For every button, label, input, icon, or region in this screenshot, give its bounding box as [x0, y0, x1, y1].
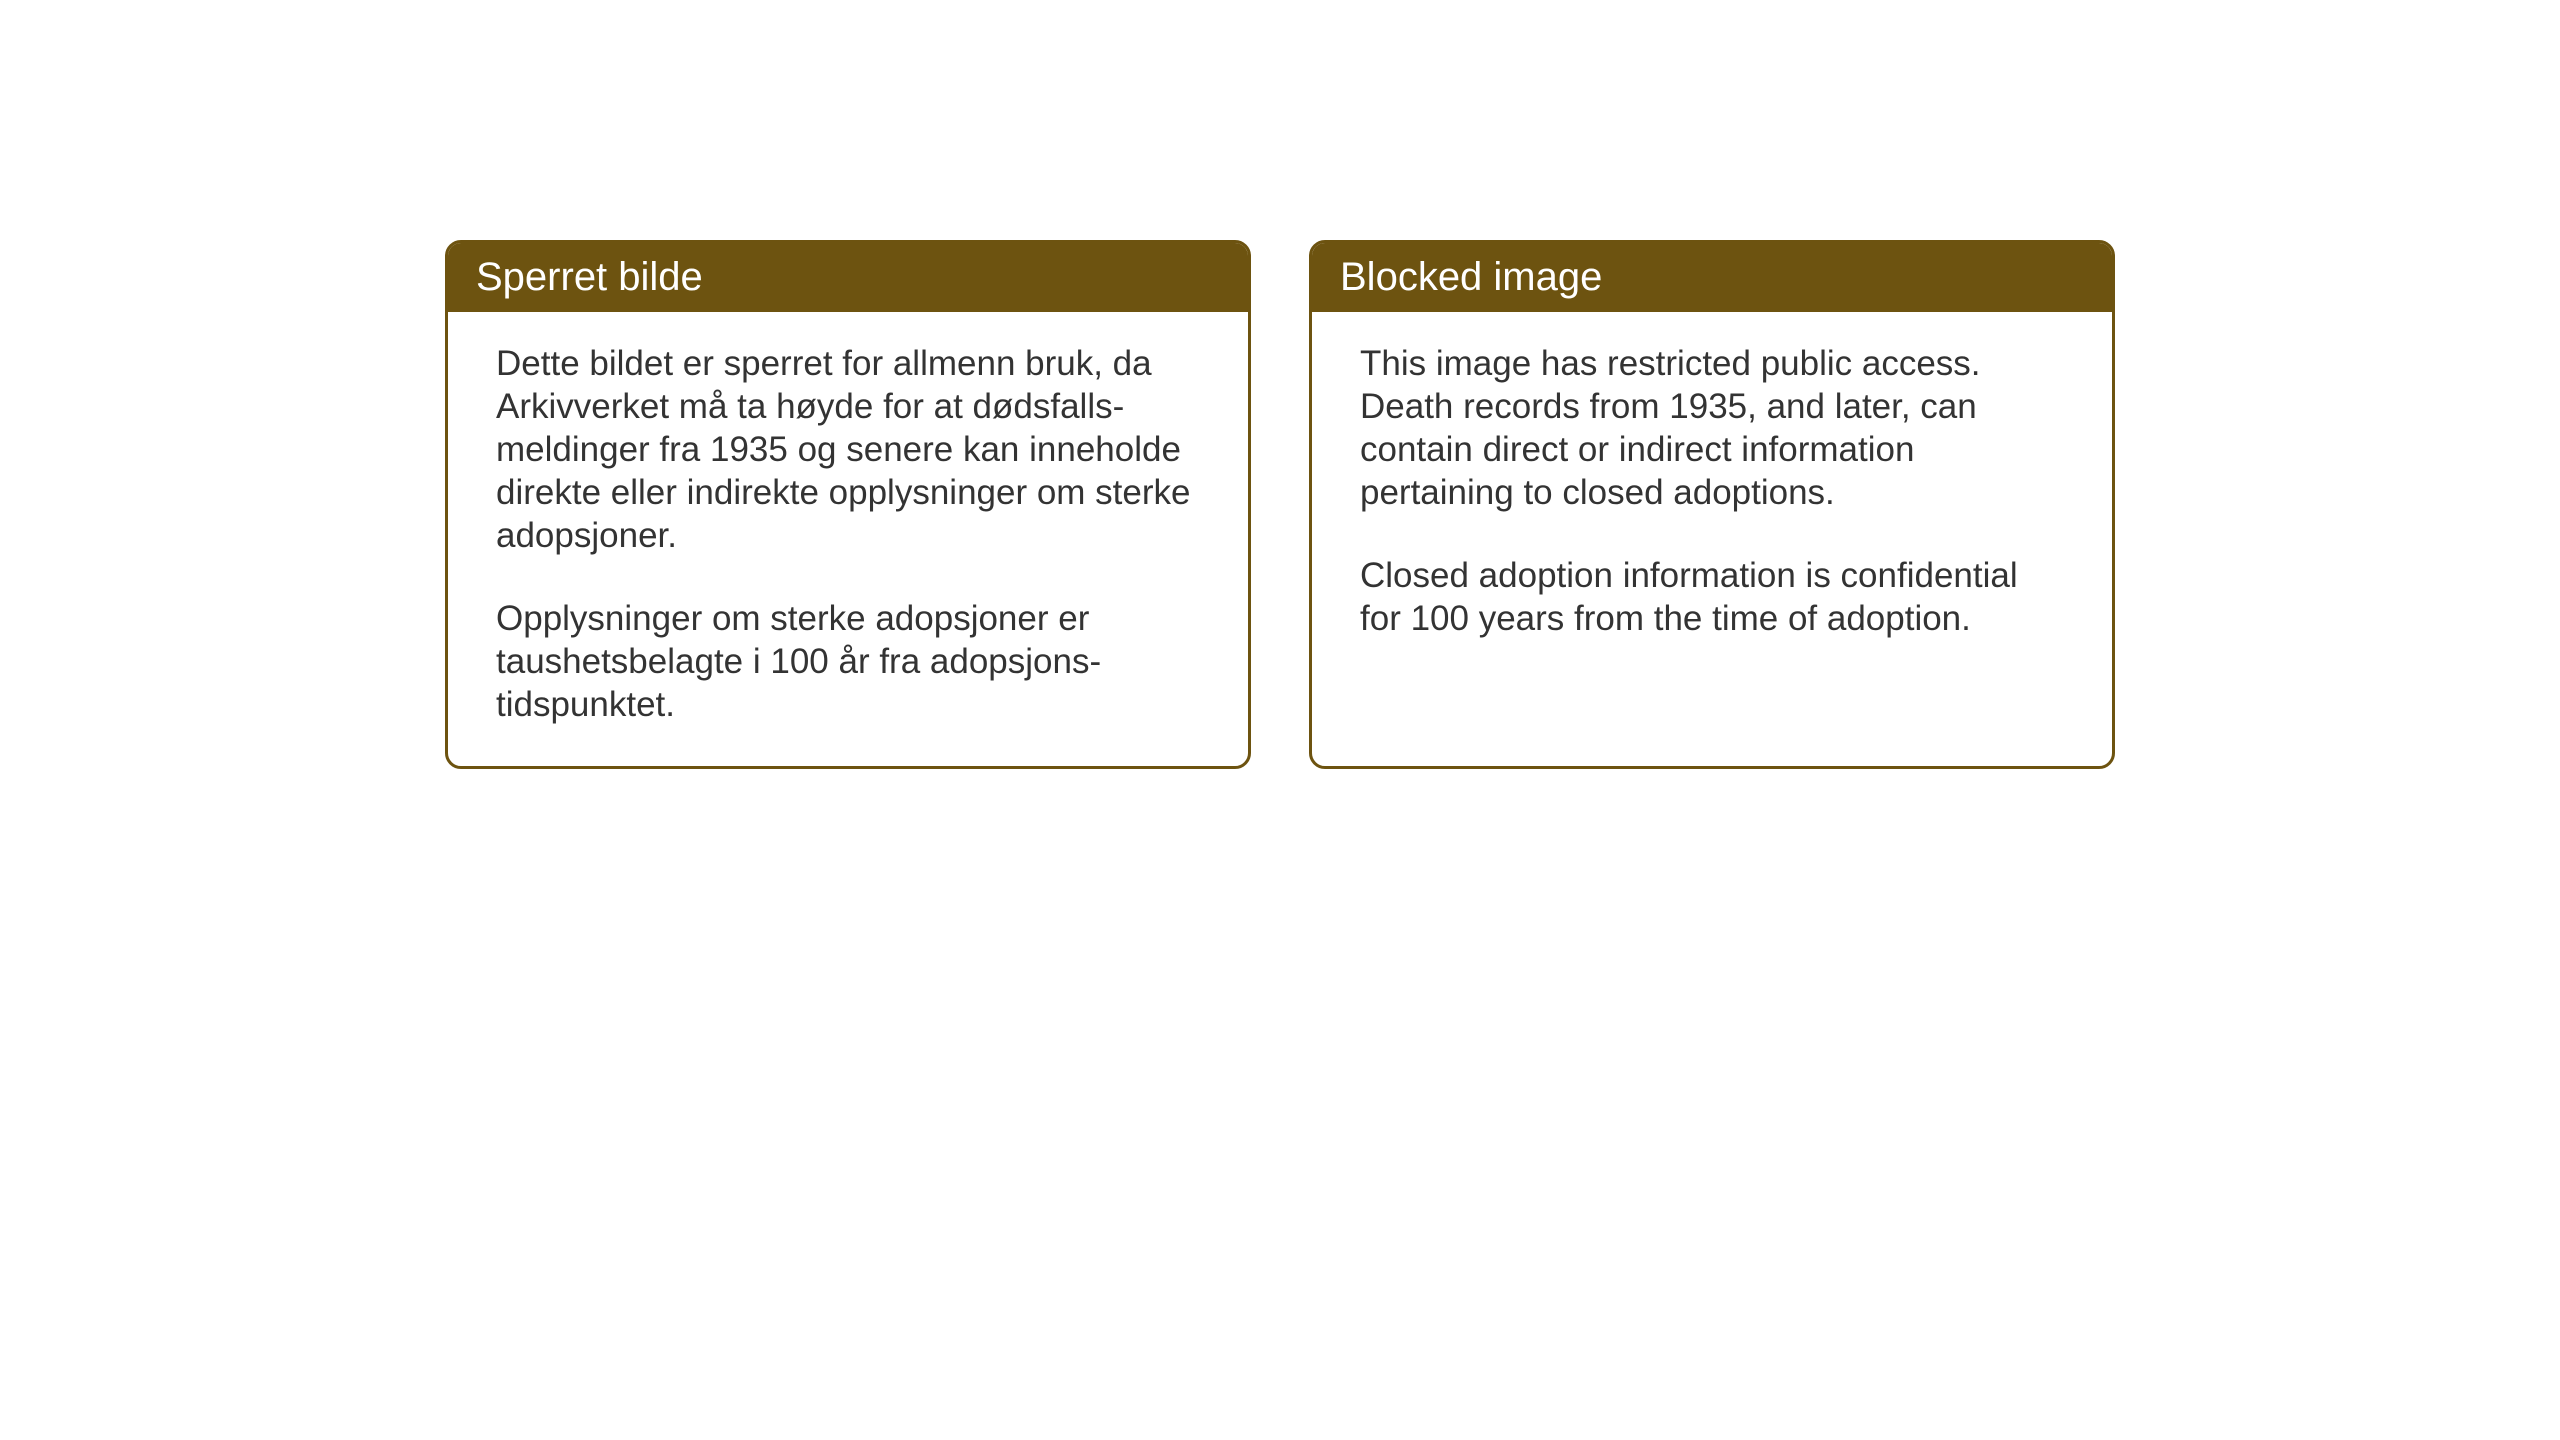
card-norwegian-paragraph2: Opplysninger om sterke adopsjoner er tau… — [496, 597, 1200, 726]
cards-container: Sperret bilde Dette bildet er sperret fo… — [445, 240, 2115, 769]
card-english-body: This image has restricted public access.… — [1312, 312, 2112, 732]
card-english-header: Blocked image — [1312, 243, 2112, 312]
card-english-paragraph2: Closed adoption information is confident… — [1360, 554, 2064, 640]
card-norwegian-paragraph1: Dette bildet er sperret for allmenn bruk… — [496, 342, 1200, 557]
card-norwegian: Sperret bilde Dette bildet er sperret fo… — [445, 240, 1251, 769]
card-norwegian-title: Sperret bilde — [476, 255, 703, 299]
card-english: Blocked image This image has restricted … — [1309, 240, 2115, 769]
card-norwegian-header: Sperret bilde — [448, 243, 1248, 312]
card-norwegian-body: Dette bildet er sperret for allmenn bruk… — [448, 312, 1248, 766]
card-english-paragraph1: This image has restricted public access.… — [1360, 342, 2064, 514]
card-english-title: Blocked image — [1340, 255, 1602, 299]
